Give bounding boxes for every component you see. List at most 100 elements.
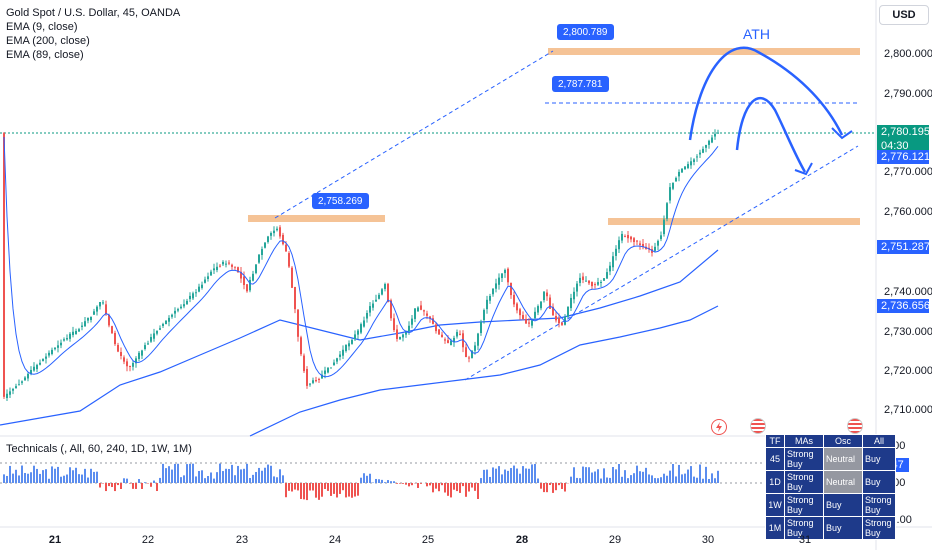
candle-body	[249, 279, 251, 291]
histogram-bar	[675, 476, 677, 483]
table-cell: Neutral	[823, 447, 863, 471]
candle-body	[429, 316, 431, 319]
candle-body	[15, 386, 17, 388]
candle-body	[120, 351, 122, 356]
projection-arc-retest	[735, 97, 807, 173]
candle-body	[528, 322, 530, 324]
histogram-bar	[228, 468, 230, 483]
histogram-bar	[540, 483, 542, 489]
candle-body	[411, 318, 413, 325]
histogram-bar	[96, 471, 98, 483]
histogram-bar	[690, 466, 692, 483]
histogram-bar	[75, 467, 77, 483]
histogram-bar	[447, 483, 449, 496]
ema-9-label[interactable]: EMA (9, close)	[6, 21, 78, 33]
histogram-bar	[183, 475, 185, 483]
candlestick-series	[3, 129, 719, 401]
candle-body	[633, 238, 635, 242]
callout-2800[interactable]: 2,800.789	[557, 24, 614, 40]
histogram-bar	[381, 479, 383, 483]
table-header: TF	[765, 434, 785, 448]
callout-2787[interactable]: 2,787.781	[552, 76, 609, 92]
histogram-bar	[582, 466, 584, 483]
currency-button[interactable]: USD	[879, 5, 929, 25]
candle-body	[183, 304, 185, 307]
candle-body	[450, 340, 452, 345]
histogram-bar	[165, 468, 167, 483]
upper-channel-line	[274, 50, 554, 219]
candle-body	[300, 337, 302, 355]
candle-body	[189, 295, 191, 300]
histogram-bar	[330, 483, 332, 496]
histogram-bar	[84, 468, 86, 483]
histogram-bar	[180, 477, 182, 483]
candle-body	[336, 358, 338, 362]
table-cell: Neutral	[823, 470, 863, 494]
histogram-bar	[306, 483, 308, 501]
candle-body	[357, 330, 359, 335]
candle-body	[555, 315, 557, 321]
us-flag-icon[interactable]	[750, 418, 766, 434]
technicals-histogram	[3, 463, 719, 501]
candle-body	[324, 370, 326, 374]
histogram-bar	[612, 467, 614, 483]
candle-body	[105, 304, 107, 315]
candle-body	[96, 306, 98, 312]
histogram-bar	[36, 468, 38, 483]
histogram-bar	[600, 478, 602, 483]
table-cell: Strong Buy	[784, 447, 824, 471]
candle-body	[387, 283, 389, 303]
candle-body	[45, 356, 47, 359]
candle-body	[27, 373, 29, 379]
symbol-title[interactable]: Gold Spot / U.S. Dollar, 45, OANDA	[6, 7, 181, 19]
histogram-bar	[45, 469, 47, 483]
histogram-bar	[156, 483, 158, 492]
candle-body	[354, 334, 356, 340]
candle-body	[147, 343, 149, 345]
histogram-bar	[516, 468, 518, 483]
candle-body	[483, 310, 485, 321]
indicator-label[interactable]: Technicals (, All, 60, 240, 1D, 1W, 1M)	[6, 443, 192, 455]
histogram-bar	[531, 464, 533, 483]
candle-body	[675, 177, 677, 182]
histogram-bar	[456, 483, 458, 492]
histogram-bar	[609, 477, 611, 483]
candle-body	[375, 299, 377, 302]
histogram-bar	[669, 470, 671, 483]
table-cell: 45	[765, 447, 785, 471]
histogram-bar	[42, 470, 44, 483]
histogram-bar	[33, 465, 35, 483]
histogram-bar	[678, 464, 680, 483]
candle-body	[420, 305, 422, 310]
candle-body	[339, 354, 341, 357]
histogram-bar	[189, 463, 191, 483]
callout-2758[interactable]: 2,758.269	[312, 193, 369, 209]
table-cell: Buy	[862, 447, 896, 471]
candle-body	[60, 342, 62, 346]
ema-89-label[interactable]: EMA (89, close)	[6, 49, 84, 61]
histogram-bar	[387, 480, 389, 483]
candle-body	[294, 286, 296, 310]
histogram-bar	[195, 476, 197, 483]
histogram-bar	[360, 477, 362, 483]
candle-body	[303, 355, 305, 372]
histogram-bar	[309, 483, 311, 491]
candle-body	[84, 321, 86, 327]
candle-body	[237, 267, 239, 273]
candle-body	[621, 233, 623, 241]
projection-arrow-2	[794, 162, 813, 176]
candle-body	[390, 300, 392, 319]
histogram-bar	[279, 469, 281, 483]
candle-body	[363, 320, 365, 327]
histogram-bar	[630, 475, 632, 483]
table-cell: Buy	[823, 493, 863, 517]
lightning-icon[interactable]	[711, 419, 727, 435]
us-flag-icon[interactable]	[847, 418, 863, 434]
histogram-bar	[564, 483, 566, 492]
ema-200-label[interactable]: EMA (200, close)	[6, 35, 90, 47]
candle-body	[525, 318, 527, 324]
histogram-bar	[462, 483, 464, 487]
histogram-bar	[450, 483, 452, 498]
